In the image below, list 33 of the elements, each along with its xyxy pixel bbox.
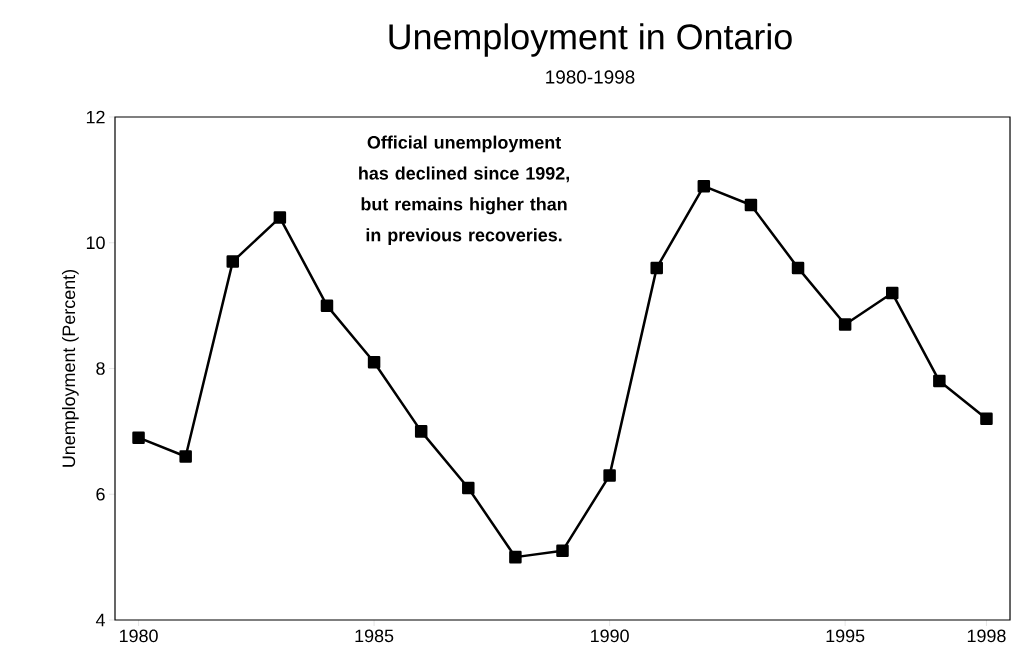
x-tick-label: 1985: [355, 629, 394, 643]
x-tick-label: 1990: [591, 629, 629, 643]
x-tick-label: 1995: [826, 629, 865, 643]
point: [697, 179, 711, 193]
point: [132, 431, 145, 444]
chart-title: Unemployment in Ontario: [389, 23, 792, 57]
point: [367, 355, 381, 369]
y-tick-label: 8: [96, 362, 105, 375]
y-tick-label: 6: [96, 487, 105, 501]
point: [462, 481, 475, 495]
y-tick-label: 4: [95, 613, 105, 627]
point: [226, 255, 240, 268]
point: [650, 261, 663, 275]
y-axis-title: Unemployment (Percent): [61, 269, 79, 467]
point: [838, 318, 852, 331]
y-tick-label: 10: [86, 236, 105, 250]
x-tick-label: 1998: [967, 629, 1006, 643]
point: [791, 261, 805, 275]
x-tick-label: 1980: [119, 629, 158, 643]
point: [603, 469, 616, 482]
point: [509, 550, 522, 564]
point: [933, 374, 946, 388]
point: [744, 198, 758, 212]
point: [886, 286, 899, 300]
point: [320, 299, 334, 312]
point: [414, 425, 428, 438]
point: [556, 544, 569, 558]
annotation: Official unemployment has declined since 1992, but remains higher than in previous recoveries.: [359, 135, 569, 245]
y-tick-label: 12: [86, 110, 105, 124]
chart-subtitle: 1980-1998: [546, 70, 635, 84]
point: [179, 450, 192, 463]
point: [273, 211, 287, 224]
point: [980, 412, 993, 426]
